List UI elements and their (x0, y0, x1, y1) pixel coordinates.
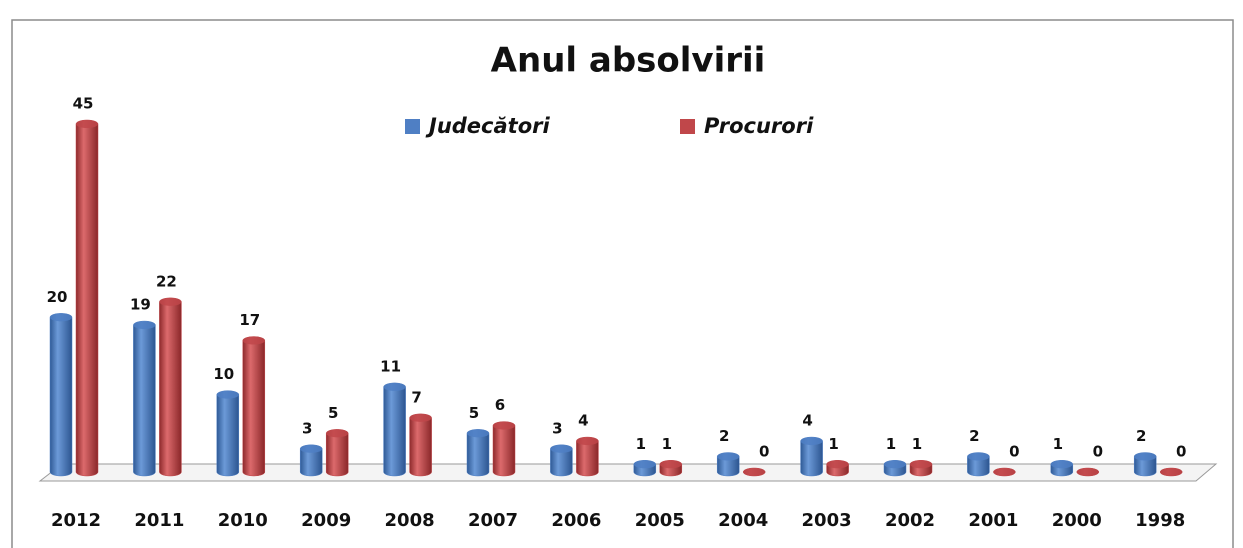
floor (38, 463, 1218, 482)
bar-top (493, 421, 515, 430)
data-label: 2 (719, 427, 729, 445)
data-label: 1 (828, 435, 838, 453)
data-label: 45 (73, 95, 94, 113)
chart-frame (11, 19, 1234, 548)
bar-top (159, 297, 182, 306)
bar-top (659, 460, 682, 469)
bar-top (910, 460, 932, 469)
bar (133, 320, 156, 477)
bar-top (326, 429, 349, 438)
bar (492, 421, 516, 477)
bar (409, 413, 432, 477)
data-label: 19 (130, 296, 151, 314)
data-label: 1 (636, 435, 646, 453)
bar-top (50, 313, 72, 322)
data-label: 17 (239, 311, 260, 329)
legend-swatch (405, 119, 420, 134)
data-label: 1 (886, 435, 896, 453)
chart-title: Anul absolvirii (491, 41, 766, 81)
data-label: 0 (1093, 443, 1103, 461)
bar-top (633, 460, 656, 469)
data-label: 0 (1176, 443, 1186, 461)
data-label: 3 (302, 419, 312, 437)
bar-top (409, 413, 432, 422)
x-tick-label: 2008 (385, 510, 435, 531)
data-label: 4 (802, 412, 812, 430)
x-tick-label: 2003 (802, 510, 852, 531)
data-label: 11 (380, 357, 401, 375)
data-label: 1 (1053, 435, 1063, 453)
bar-top (826, 460, 849, 469)
data-label: 10 (213, 365, 234, 383)
data-label: 2 (969, 427, 979, 445)
x-tick-label: 2005 (635, 510, 685, 531)
x-tick-label: 2001 (968, 510, 1018, 531)
bar (49, 313, 73, 477)
x-tick-label: 2007 (468, 510, 518, 531)
data-label: 0 (1009, 443, 1019, 461)
bar-top (717, 452, 740, 461)
bar-top (383, 382, 406, 391)
bar (242, 336, 266, 477)
bar-top (550, 444, 573, 453)
bar (216, 390, 240, 477)
bar-top (884, 460, 906, 469)
data-label: 20 (47, 288, 68, 306)
data-label: 5 (469, 404, 479, 422)
bar-top (743, 468, 766, 476)
bar-top (967, 452, 990, 461)
bar-top (242, 336, 265, 345)
x-tick-label: 2011 (134, 510, 184, 531)
legend-swatch (680, 119, 695, 134)
bar-top (216, 390, 239, 399)
bar-top (1134, 452, 1157, 461)
x-tick-label: 2009 (301, 510, 351, 531)
bar-top (800, 437, 823, 446)
data-label: 6 (495, 396, 505, 414)
legend-label: Judecători (425, 114, 550, 138)
data-label: 1 (912, 435, 922, 453)
bar-top (1076, 468, 1099, 476)
bar-top (133, 321, 156, 330)
data-label: 0 (759, 443, 769, 461)
data-label: 7 (411, 388, 421, 406)
bar-top (300, 444, 323, 453)
bar-top (1160, 468, 1183, 476)
bar-top (76, 120, 98, 128)
data-label: 1 (662, 435, 672, 453)
x-tick-label: 2002 (885, 510, 935, 531)
data-label: 3 (552, 419, 562, 437)
x-tick-label: 2000 (1052, 510, 1102, 531)
data-label: 22 (156, 272, 177, 290)
bar (159, 297, 182, 477)
bar (383, 382, 406, 477)
x-tick-label: 1998 (1135, 510, 1185, 531)
data-label: 4 (578, 412, 588, 430)
bar-top (576, 437, 599, 446)
x-tick-label: 2012 (51, 510, 101, 531)
bar-top (993, 468, 1016, 476)
bar-top (467, 429, 489, 438)
bar-top (1050, 460, 1073, 469)
bar (75, 119, 99, 477)
x-tick-label: 2004 (718, 510, 768, 531)
legend-label: Procurori (704, 114, 814, 138)
x-tick-label: 2010 (218, 510, 268, 531)
x-tick-label: 2006 (551, 510, 601, 531)
data-label: 5 (328, 404, 338, 422)
data-label: 2 (1136, 427, 1146, 445)
